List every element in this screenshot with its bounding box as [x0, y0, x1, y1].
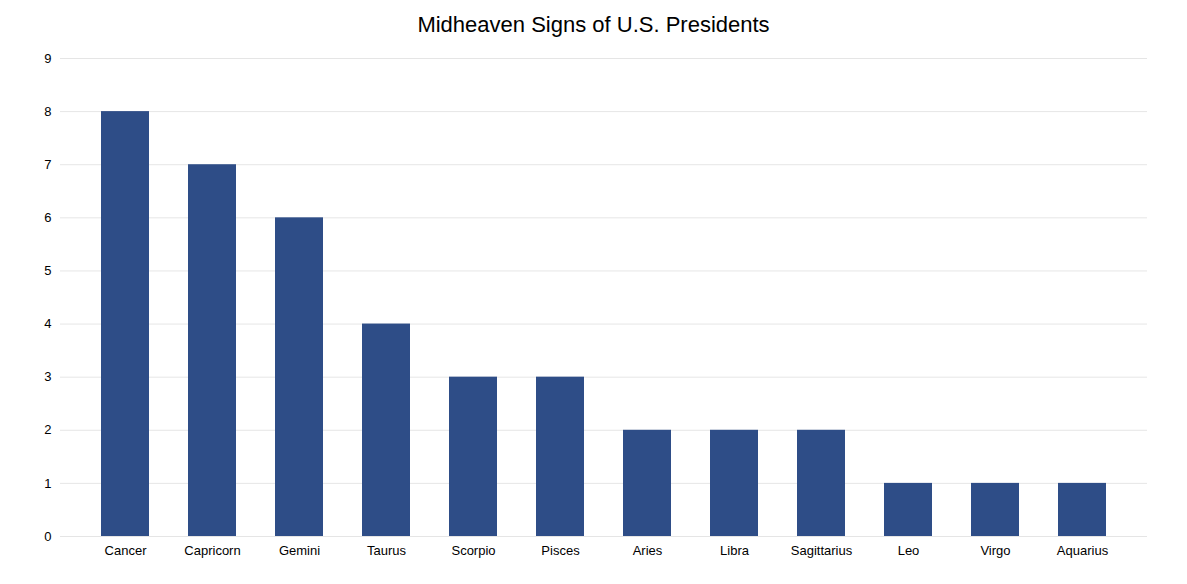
- svg-text:Cancer: Cancer: [105, 543, 148, 558]
- svg-text:2: 2: [44, 422, 51, 437]
- svg-text:Aquarius: Aquarius: [1057, 543, 1109, 558]
- svg-text:Leo: Leo: [898, 543, 920, 558]
- svg-text:Sagittarius: Sagittarius: [791, 543, 853, 558]
- svg-text:5: 5: [44, 263, 51, 278]
- svg-text:6: 6: [44, 210, 51, 225]
- svg-text:Pisces: Pisces: [541, 543, 580, 558]
- svg-text:7: 7: [44, 157, 51, 172]
- svg-text:0: 0: [44, 529, 51, 544]
- svg-text:3: 3: [44, 369, 51, 384]
- html-text:Midheaven Signs of U.S. Presid: Midheaven Signs of U.S. Presidents: [417, 12, 770, 37]
- svg-text:4: 4: [44, 316, 51, 331]
- svg-text:9: 9: [44, 51, 51, 66]
- svg-text:Virgo: Virgo: [980, 543, 1010, 558]
- svg-text:Taurus: Taurus: [367, 543, 407, 558]
- svg-text:Scorpio: Scorpio: [451, 543, 495, 558]
- svg-text:1: 1: [44, 476, 51, 491]
- svg-text:Gemini: Gemini: [279, 543, 320, 558]
- svg-text:Aries: Aries: [633, 543, 663, 558]
- svg-text:Capricorn: Capricorn: [184, 543, 240, 558]
- svg-text:Libra: Libra: [720, 543, 750, 558]
- svg-text:8: 8: [44, 104, 51, 119]
